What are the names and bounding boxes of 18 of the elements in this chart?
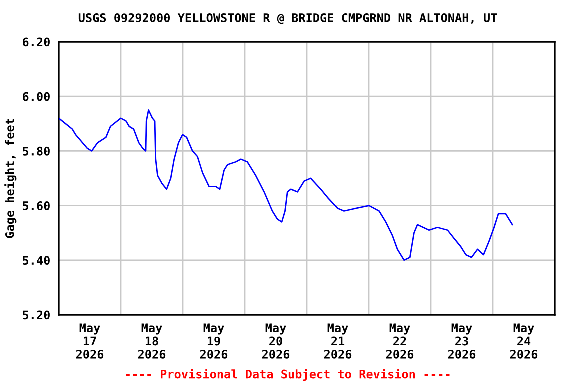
x-tick-label: May 22 2026 xyxy=(386,324,414,359)
x-tick-label: May 21 2026 xyxy=(324,324,352,359)
y-tick-label: 5.40 xyxy=(23,256,50,266)
x-tick-label: May 24 2026 xyxy=(510,324,538,359)
y-tick-label: 5.60 xyxy=(23,202,50,210)
x-tick-label: May 19 2026 xyxy=(200,324,228,359)
line-series xyxy=(59,110,514,262)
x-tick-label: May 20 2026 xyxy=(262,324,290,359)
chart-title: USGS 09292000 YELLOWSTONE R @ BRIDGE CMPGRND NR ALTONAH, UT xyxy=(78,13,498,24)
y-tick-label: 6.00 xyxy=(22,92,50,102)
x-tick-label: May 17 2026 xyxy=(76,324,104,359)
y-tick-label: 5.80 xyxy=(23,146,50,156)
y-axis-title: Gage height, feet xyxy=(4,119,17,238)
x-tick-label: May 18 2026 xyxy=(138,324,166,359)
y-tick-label: 6.20 xyxy=(22,38,50,47)
text: ---- Provisional Data Subject to Revision ---- xyxy=(126,368,450,382)
y-tick-label: 5.20 xyxy=(23,310,50,320)
x-tick-label: May 23 2026 xyxy=(448,324,476,359)
